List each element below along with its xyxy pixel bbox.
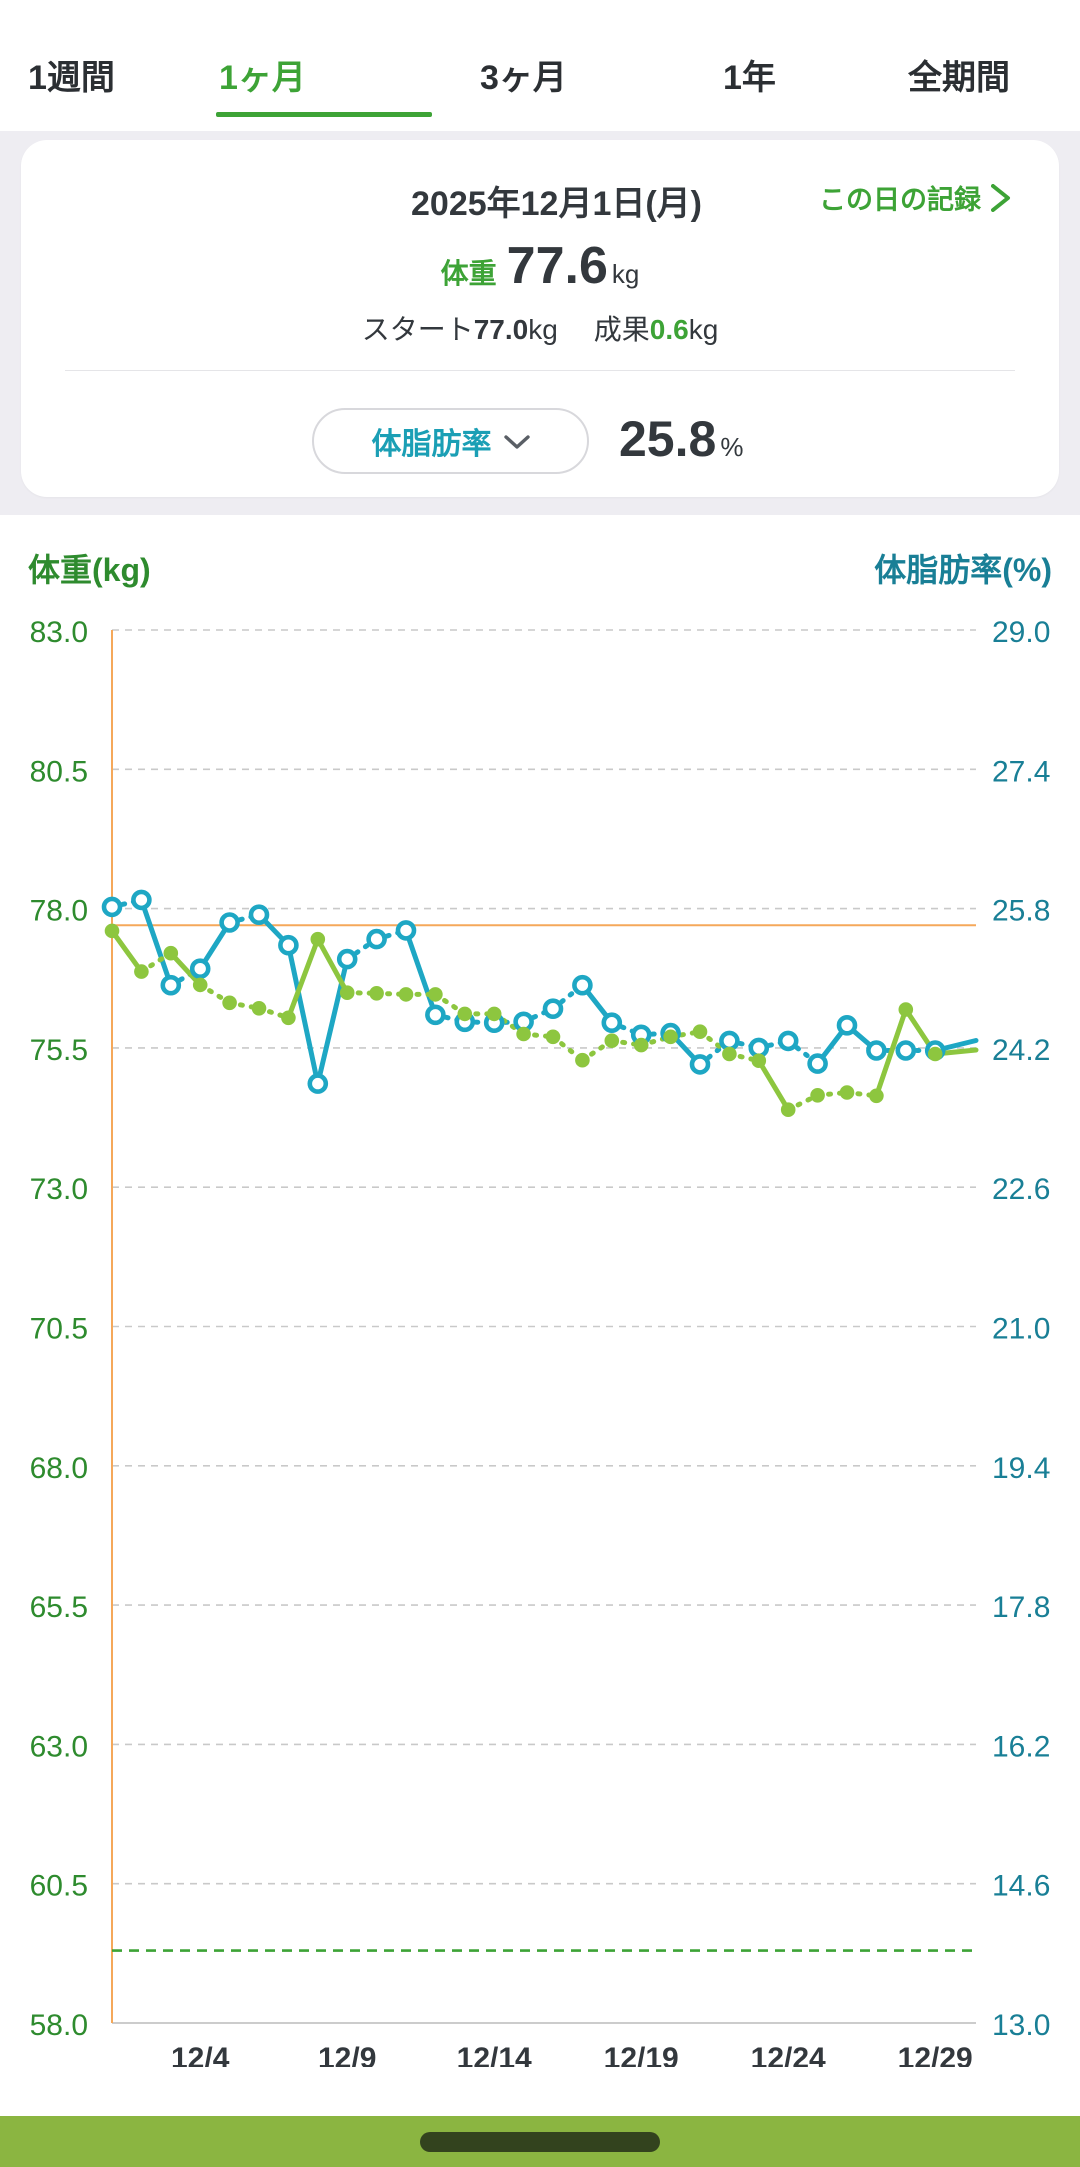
svg-text:83.0: 83.0 (30, 616, 88, 649)
svg-text:12/29: 12/29 (898, 2042, 973, 2067)
svg-text:19.4: 19.4 (992, 1452, 1050, 1485)
svg-text:12/19: 12/19 (604, 2042, 679, 2067)
svg-text:29.0: 29.0 (992, 616, 1050, 649)
svg-text:24.2: 24.2 (992, 1034, 1050, 1067)
svg-text:13.0: 13.0 (992, 2009, 1050, 2042)
svg-text:16.2: 16.2 (992, 1730, 1050, 1763)
svg-text:63.0: 63.0 (30, 1730, 88, 1763)
svg-text:75.5: 75.5 (30, 1034, 88, 1067)
svg-text:80.5: 80.5 (30, 755, 88, 788)
svg-text:68.0: 68.0 (30, 1452, 88, 1485)
svg-text:65.5: 65.5 (30, 1591, 88, 1624)
svg-text:22.6: 22.6 (992, 1173, 1050, 1206)
svg-text:60.5: 60.5 (30, 1870, 88, 1903)
svg-text:78.0: 78.0 (30, 895, 88, 928)
svg-text:12/14: 12/14 (457, 2042, 532, 2067)
svg-text:58.0: 58.0 (30, 2009, 88, 2042)
svg-text:12/24: 12/24 (751, 2042, 826, 2067)
svg-text:12/4: 12/4 (171, 2042, 230, 2067)
svg-text:73.0: 73.0 (30, 1173, 88, 1206)
svg-text:21.0: 21.0 (992, 1313, 1050, 1346)
svg-text:12/9: 12/9 (318, 2042, 376, 2067)
svg-text:25.8: 25.8 (992, 895, 1050, 928)
svg-text:70.5: 70.5 (30, 1313, 88, 1346)
svg-text:17.8: 17.8 (992, 1591, 1050, 1624)
svg-text:14.6: 14.6 (992, 1870, 1050, 1903)
svg-text:27.4: 27.4 (992, 755, 1050, 788)
